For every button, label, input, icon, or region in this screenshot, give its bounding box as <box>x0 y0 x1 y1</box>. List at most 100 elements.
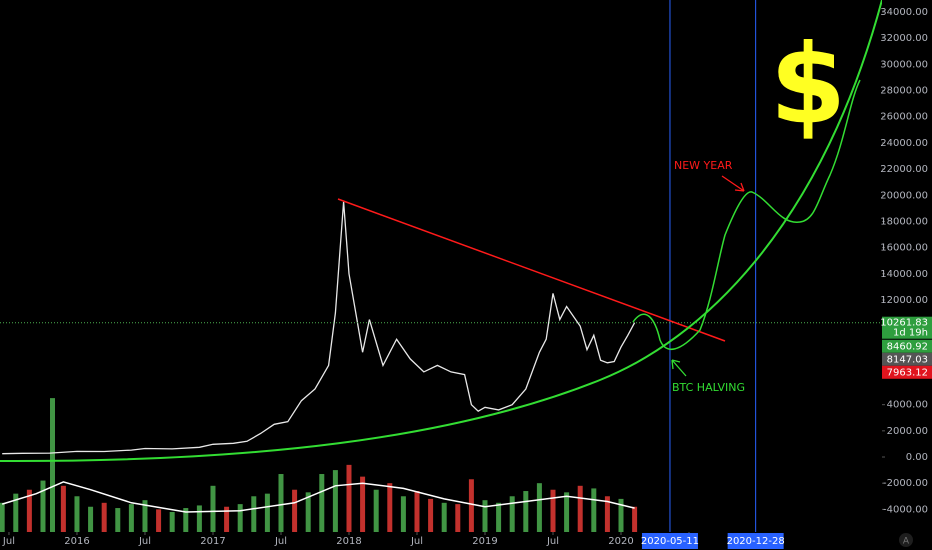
x-tick-label: Jul <box>274 536 287 547</box>
volume-bar <box>346 464 352 532</box>
y-tick-label: 24000.00 <box>880 138 928 149</box>
y-tick-label: 2000.00 <box>887 426 928 437</box>
y-tick-label: -2000.00 <box>883 478 928 489</box>
y-tick-label: 12000.00 <box>880 295 928 306</box>
volume-bar <box>523 491 529 532</box>
x-tick-label: 2019 <box>472 536 497 547</box>
y-tick-label: 30000.00 <box>880 59 928 70</box>
volume-bar <box>387 483 393 532</box>
volume-bar <box>414 491 420 532</box>
date-marker-label: 2020-12-28 <box>727 536 785 547</box>
x-tick-label: 2016 <box>64 536 89 547</box>
date-marker-box <box>727 533 784 549</box>
x-tick-label: Jul <box>410 536 423 547</box>
volume-bar <box>564 492 570 532</box>
price-label-box <box>882 352 932 366</box>
x-tick-label: Jul <box>546 536 559 547</box>
volume-bar <box>26 489 32 532</box>
y-tick-label: 4000.00 <box>887 400 928 411</box>
volume-bar <box>496 502 502 532</box>
x-tick-label: Jul <box>2 536 15 547</box>
volume-bar <box>142 500 148 532</box>
y-tick-label: 16000.00 <box>880 243 928 254</box>
volume-bar <box>115 508 121 532</box>
y-tick-label: -4000.00 <box>883 504 928 515</box>
volume-bar <box>0 502 5 532</box>
y-tick-label: 32000.00 <box>880 33 928 44</box>
time-axis-panel <box>0 532 932 550</box>
volume-bar <box>169 511 175 532</box>
drawings: $ NEW YEAR BTC HALVING <box>0 0 883 463</box>
volume-bar <box>509 496 515 532</box>
price-axis-panel <box>882 0 932 532</box>
auto-scale-button[interactable] <box>899 533 913 547</box>
y-tick-label: 0.00 <box>906 452 928 463</box>
volume-bar <box>604 496 610 532</box>
volume-bar <box>49 398 55 532</box>
volume-bar <box>40 480 46 532</box>
volume-bar <box>224 506 230 532</box>
price-label-box <box>882 339 932 353</box>
volume-bar <box>373 489 379 532</box>
volume-bar <box>237 504 243 532</box>
x-tick-label: 2017 <box>200 536 225 547</box>
price-label: 7963.12 <box>887 367 928 378</box>
y-tick-label: 22000.00 <box>880 164 928 175</box>
volume-bar <box>278 474 284 532</box>
y-tick-label: 26000.00 <box>880 112 928 123</box>
volume-bar <box>482 500 488 532</box>
volume-bar <box>156 509 162 532</box>
volume-bar <box>332 470 338 532</box>
volume-bar <box>536 483 542 532</box>
auto-scale-icon[interactable]: A <box>903 537 910 547</box>
volume-bar <box>183 508 189 532</box>
volume-bar <box>292 489 298 532</box>
x-tick-label: 2020 <box>608 536 633 547</box>
annotation-text: BTC HALVING <box>672 381 745 394</box>
last-price-label: 10261.83 <box>880 318 928 329</box>
volume-bar <box>128 504 134 532</box>
y-tick-label: 14000.00 <box>880 269 928 280</box>
dollar-sign: $ <box>770 20 847 148</box>
arrow <box>721 175 745 192</box>
annotation-text: NEW YEAR <box>674 159 733 172</box>
volume-bar <box>577 485 583 532</box>
arrow <box>671 359 687 377</box>
volume-bar <box>428 498 434 532</box>
volume-bar <box>88 506 94 532</box>
y-tick-label: 18000.00 <box>880 216 928 227</box>
volume-ma-line <box>1 481 635 513</box>
volume-bar <box>60 485 66 532</box>
trend-line <box>337 198 726 342</box>
volume-bar <box>196 505 202 532</box>
last-price-box <box>882 316 932 339</box>
volume-bar <box>210 485 216 532</box>
volume-bar <box>264 493 270 532</box>
volume-bar <box>101 502 107 532</box>
y-tick-label: 34000.00 <box>880 7 928 18</box>
plot-area <box>0 0 882 532</box>
volume-bar <box>360 476 366 532</box>
volume-bar <box>441 502 447 532</box>
volume-bar <box>13 493 19 532</box>
x-tick-label: Jul <box>138 536 151 547</box>
volume-bar <box>305 492 311 532</box>
volume-bar <box>550 489 556 532</box>
volume-bar <box>400 496 406 532</box>
y-tick-label: 28000.00 <box>880 86 928 97</box>
volume-bar <box>319 474 325 532</box>
volume-bar <box>632 506 638 532</box>
volume-bar <box>618 498 624 532</box>
price-label: 8460.92 <box>887 341 928 352</box>
support-curve <box>0 0 883 463</box>
price-label-box <box>882 365 932 379</box>
volume-bar <box>455 504 461 532</box>
volume-bar <box>74 496 80 532</box>
volume-bar <box>468 479 474 532</box>
volume-bar <box>591 488 597 532</box>
x-tick-label: 2018 <box>336 536 361 547</box>
price-label: 8147.03 <box>887 354 928 365</box>
volume-bar <box>251 496 257 532</box>
